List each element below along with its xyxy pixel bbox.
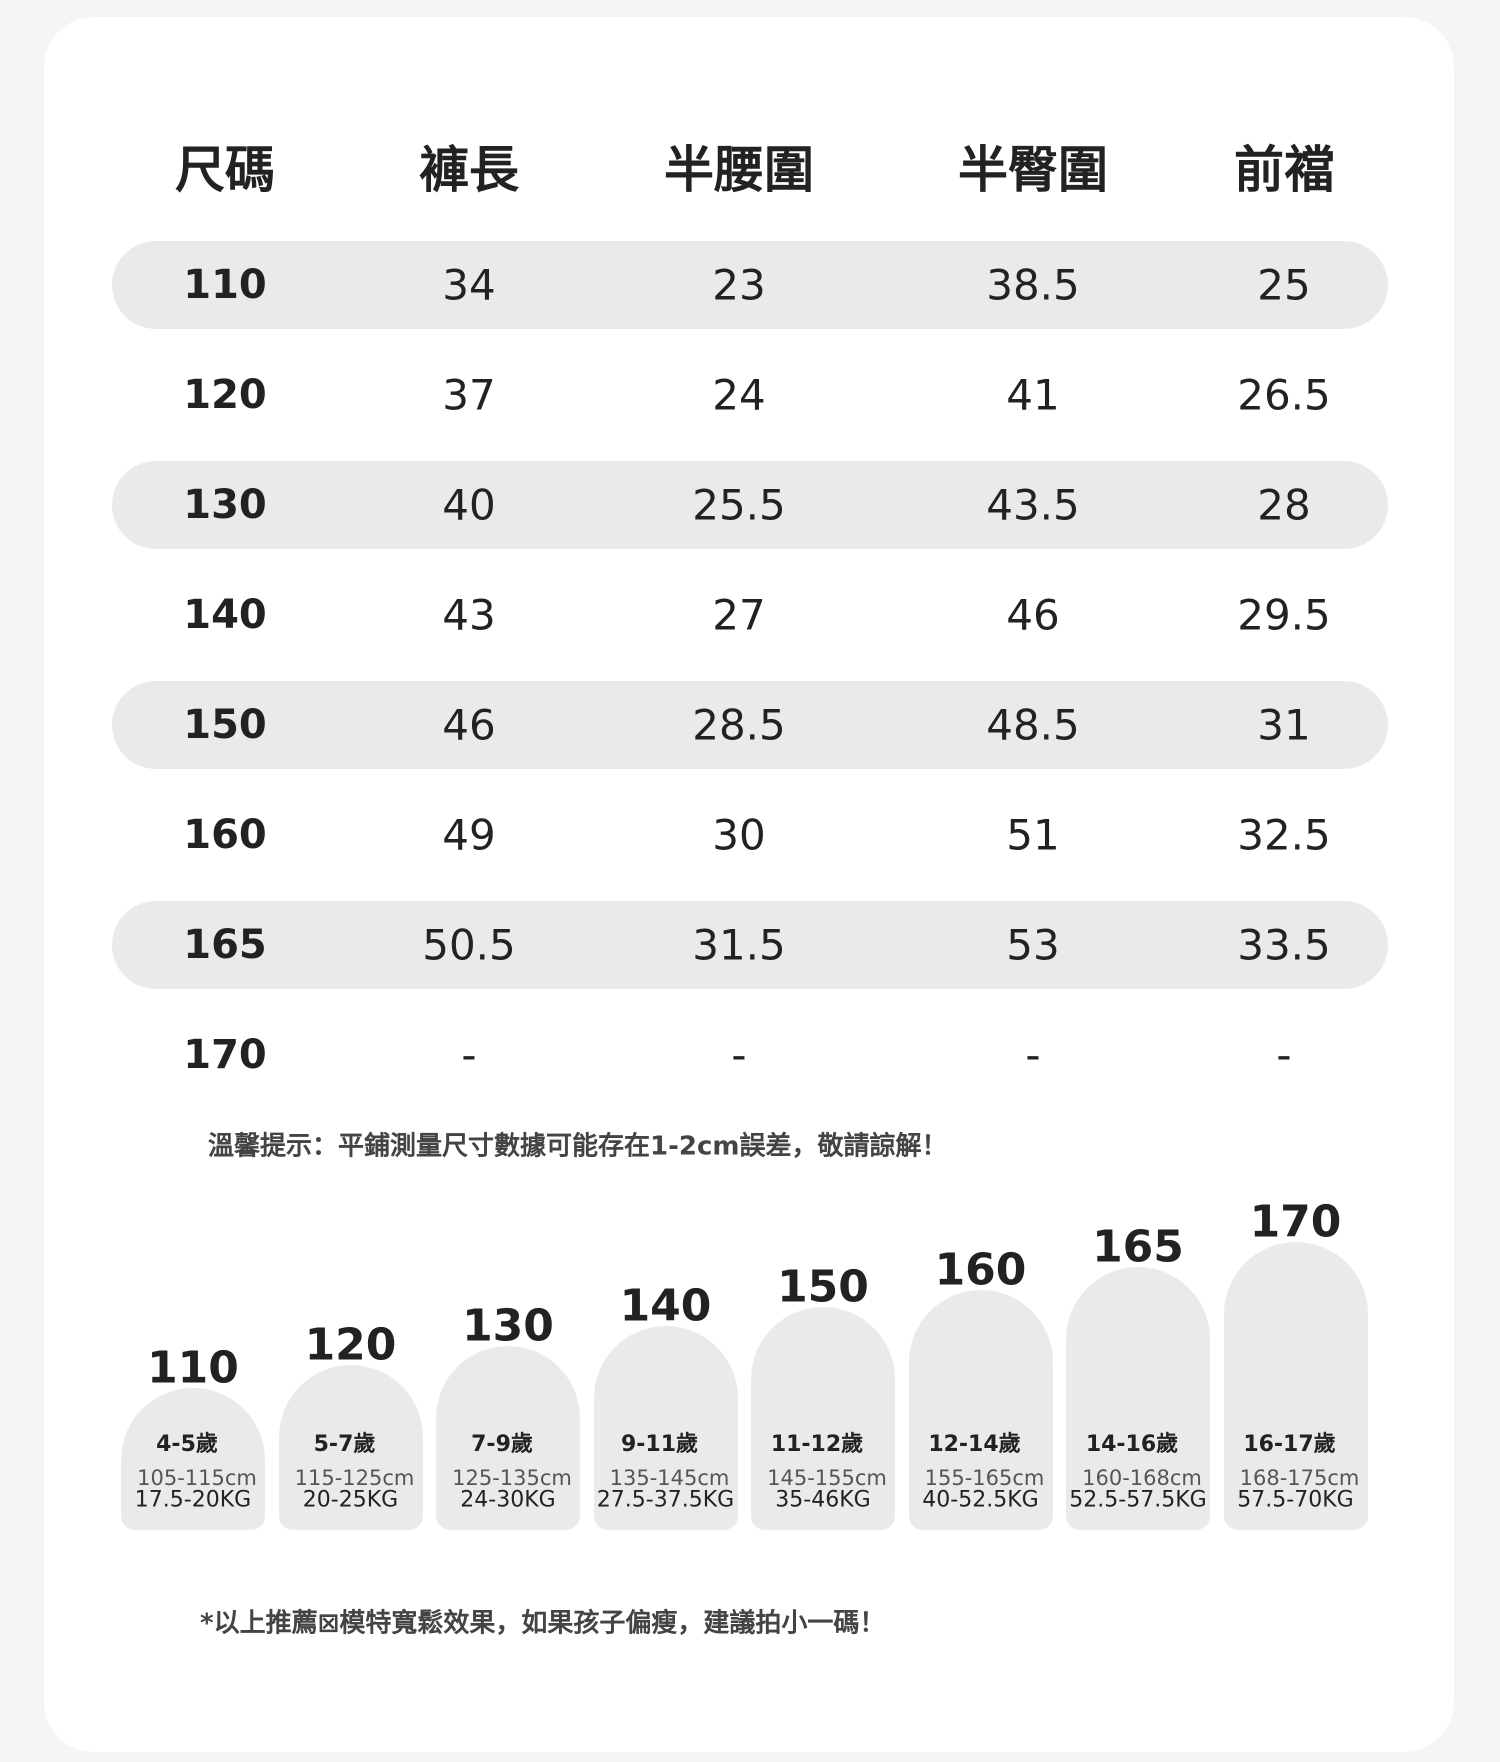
row-background bbox=[112, 901, 1388, 989]
card-size: 160 bbox=[934, 1244, 1027, 1296]
header-cell: 半臀圍 bbox=[958, 141, 1108, 199]
value-cell: 37 bbox=[442, 370, 496, 420]
size-card bbox=[908, 1290, 1053, 1530]
size-cell: 130 bbox=[183, 482, 267, 528]
card-age: 12-14歲 bbox=[928, 1432, 1021, 1457]
card-weight: 52.5-57.5KG bbox=[1069, 1487, 1207, 1513]
card-height: 145-155cm bbox=[767, 1466, 887, 1490]
size-cell: 150 bbox=[183, 702, 267, 748]
value-cell: 50.5 bbox=[422, 920, 516, 970]
value-cell: - bbox=[1276, 1030, 1292, 1080]
card-age: 4-5歲 bbox=[156, 1432, 218, 1457]
card-weight: 57.5-70KG bbox=[1237, 1487, 1354, 1513]
card-weight: 24-30KG bbox=[460, 1487, 556, 1513]
value-cell: 30 bbox=[712, 810, 766, 860]
card-size: 140 bbox=[619, 1280, 712, 1332]
value-cell: 33.5 bbox=[1237, 920, 1331, 970]
value-cell: 26.5 bbox=[1237, 370, 1331, 420]
card-weight: 20-25KG bbox=[302, 1487, 399, 1513]
value-cell: 41 bbox=[1006, 370, 1060, 420]
card-age: 16-17歲 bbox=[1243, 1432, 1336, 1457]
value-cell: 40 bbox=[442, 480, 496, 530]
value-cell: 51 bbox=[1006, 810, 1060, 860]
value-cell: 53 bbox=[1006, 920, 1060, 970]
card-height: 115-125cm bbox=[294, 1466, 415, 1490]
header-cell: 前襠 bbox=[1234, 141, 1334, 199]
card-size: 130 bbox=[462, 1300, 554, 1352]
row-background bbox=[112, 681, 1388, 769]
row-background bbox=[112, 461, 1388, 549]
value-cell: 43.5 bbox=[986, 480, 1080, 530]
value-cell: 46 bbox=[1006, 590, 1060, 640]
value-cell: 34 bbox=[442, 260, 496, 310]
size-cell: 120 bbox=[183, 372, 267, 418]
value-cell: - bbox=[461, 1030, 477, 1080]
card-age: 5-7歲 bbox=[313, 1432, 376, 1457]
card-size: 120 bbox=[304, 1319, 397, 1371]
card-height: 135-145cm bbox=[609, 1466, 730, 1490]
header-cell: 尺碼 bbox=[175, 141, 275, 199]
size-card bbox=[436, 1346, 580, 1530]
card-age: 7-9歲 bbox=[471, 1432, 533, 1457]
card-weight: 40-52.5KG bbox=[922, 1487, 1039, 1513]
note: 溫馨提示：平鋪測量尺寸數據可能存在1-2cm誤差，敬請諒解！ bbox=[208, 1131, 948, 1162]
value-cell: 38.5 bbox=[986, 260, 1080, 310]
value-cell: 25.5 bbox=[692, 480, 786, 530]
size-card bbox=[1223, 1242, 1368, 1530]
card-size: 170 bbox=[1249, 1196, 1342, 1248]
value-cell: 24 bbox=[712, 370, 766, 420]
value-cell: 29.5 bbox=[1237, 590, 1331, 640]
value-cell: 28 bbox=[1257, 480, 1311, 530]
card-age: 11-12歲 bbox=[770, 1432, 864, 1457]
row-background bbox=[112, 241, 1388, 329]
size-card bbox=[121, 1388, 265, 1530]
card-height: 105-115cm bbox=[137, 1466, 257, 1490]
header-cell: 半腰圍 bbox=[664, 141, 814, 199]
card-height: 168-175cm bbox=[1239, 1466, 1360, 1490]
card-weight: 27.5-37.5KG bbox=[596, 1487, 735, 1513]
value-cell: 31.5 bbox=[692, 920, 786, 970]
card-weight: 17.5-20KG bbox=[134, 1487, 252, 1513]
card-weight: 35-46KG bbox=[775, 1487, 871, 1513]
value-cell: 28.5 bbox=[692, 700, 786, 750]
value-cell: 49 bbox=[442, 810, 496, 860]
size-cell: 165 bbox=[183, 922, 267, 968]
value-cell: 43 bbox=[442, 590, 496, 640]
size-cell: 110 bbox=[183, 262, 267, 308]
value-cell: 23 bbox=[712, 260, 766, 310]
value-cell: - bbox=[1025, 1030, 1041, 1080]
card-height: 125-135cm bbox=[452, 1466, 572, 1490]
value-cell: 32.5 bbox=[1237, 810, 1331, 860]
value-cell: - bbox=[731, 1030, 747, 1080]
card-size: 150 bbox=[777, 1261, 869, 1313]
value-cell: 25 bbox=[1257, 260, 1311, 310]
size-card bbox=[1066, 1267, 1210, 1530]
size-card bbox=[278, 1365, 423, 1530]
size-cell: 160 bbox=[183, 812, 267, 858]
value-cell: 46 bbox=[442, 700, 496, 750]
size-cell: 140 bbox=[183, 592, 267, 638]
size-card bbox=[593, 1326, 738, 1530]
header-cell: 褲長 bbox=[419, 141, 519, 199]
value-cell: 48.5 bbox=[986, 700, 1080, 750]
size-card bbox=[751, 1307, 895, 1530]
card-size: 165 bbox=[1092, 1221, 1184, 1273]
card-age: 14-16歲 bbox=[1085, 1432, 1179, 1457]
card-height: 160-168cm bbox=[1082, 1466, 1202, 1490]
value-cell: 31 bbox=[1257, 700, 1311, 750]
size-cell: 170 bbox=[183, 1032, 267, 1078]
card-height: 155-165cm bbox=[924, 1466, 1045, 1490]
value-cell: 27 bbox=[712, 590, 766, 640]
footer-note: *以上推薦⊠模特寬鬆效果，如果孩子偏瘦，建議拍小一碼！ bbox=[200, 1608, 886, 1639]
card-size: 110 bbox=[147, 1342, 239, 1394]
card-age: 9-11歲 bbox=[620, 1432, 699, 1457]
